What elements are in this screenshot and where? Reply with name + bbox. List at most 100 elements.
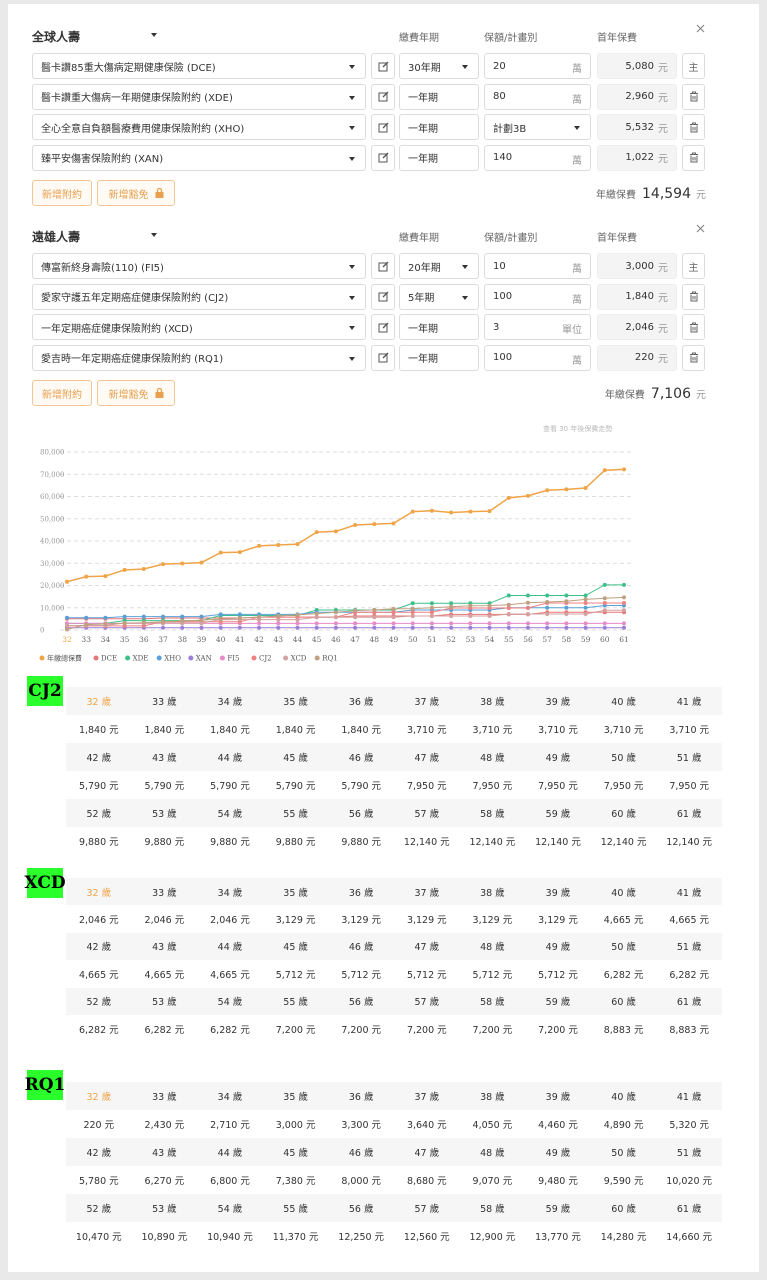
row-action[interactable] bbox=[682, 114, 705, 140]
data-point bbox=[276, 621, 281, 626]
edit-button[interactable] bbox=[371, 53, 395, 79]
dropdown-caret bbox=[349, 95, 355, 100]
row-action[interactable]: 主 bbox=[682, 253, 705, 279]
add-rider-button[interactable]: 新增附約 bbox=[32, 180, 92, 206]
term-select[interactable]: 5年期 bbox=[399, 283, 479, 310]
insurer-title[interactable]: 遠雄人壽 bbox=[32, 230, 81, 244]
data-point bbox=[429, 610, 434, 615]
premium-field: 5,080 元 bbox=[597, 53, 677, 79]
row-action[interactable] bbox=[682, 283, 705, 310]
product-select[interactable]: 愛家守護五年定期癌症健康保險附約 (CJ2) bbox=[32, 283, 366, 310]
data-point bbox=[237, 616, 242, 621]
product-select[interactable]: 醫卡讚重大傷病一年期健康保險附約 (XDE) bbox=[32, 83, 366, 110]
product-select[interactable]: 愛吉時一年定期癌症健康保險附約 (RQ1) bbox=[32, 344, 366, 371]
data-point bbox=[564, 605, 569, 610]
data-point bbox=[564, 621, 569, 626]
amount-input[interactable]: 80 萬 bbox=[484, 83, 591, 110]
term-select[interactable]: 一年期 bbox=[399, 314, 479, 340]
product-select[interactable]: 全心全意自負額醫療費用健康保險附約 (XHO) bbox=[32, 114, 366, 140]
edit-button[interactable] bbox=[371, 114, 395, 140]
premium-cell: 6,282 元 bbox=[144, 1024, 185, 1036]
age-cell: 52 歲 bbox=[86, 997, 112, 1009]
amount-unit: 萬 bbox=[572, 94, 582, 106]
premium-value: 3,000 bbox=[625, 260, 654, 272]
data-point bbox=[333, 529, 338, 534]
data-point bbox=[564, 625, 569, 630]
legend-marker bbox=[125, 655, 131, 661]
term-select[interactable]: 一年期 bbox=[399, 114, 479, 140]
premium-field: 1,840 元 bbox=[597, 283, 677, 310]
age-cell: 55 歲 bbox=[283, 1204, 308, 1215]
term-select[interactable]: 30年期 bbox=[399, 53, 479, 79]
age-cell: 40 歲 bbox=[611, 697, 636, 708]
button-text: 新增豁免 bbox=[108, 189, 149, 201]
edit-button[interactable] bbox=[371, 283, 395, 310]
premium-cell: 6,282 元 bbox=[603, 969, 644, 981]
amount-text: 10 bbox=[493, 260, 506, 272]
row-action[interactable]: 主 bbox=[682, 53, 705, 79]
premium-cell: 4,665 元 bbox=[144, 969, 185, 981]
add-waiver-button[interactable]: 新增豁免 bbox=[97, 380, 175, 406]
row-action[interactable] bbox=[682, 144, 705, 171]
term-select[interactable]: 一年期 bbox=[399, 83, 479, 110]
total-label: 年繳保費 bbox=[596, 190, 636, 201]
premium-cell: 8,000 元 bbox=[341, 1176, 382, 1187]
premium-cell: 9,070 元 bbox=[472, 1176, 513, 1187]
insurer-title[interactable]: 全球人壽 bbox=[32, 30, 81, 44]
premium-currency: 元 bbox=[658, 323, 668, 335]
edit-button[interactable] bbox=[371, 253, 395, 279]
close-button[interactable] bbox=[695, 19, 706, 33]
term-select[interactable]: 20年期 bbox=[399, 253, 479, 279]
row-action[interactable] bbox=[682, 314, 705, 340]
data-point bbox=[506, 621, 511, 626]
column-header: 繳費年期 bbox=[399, 233, 439, 244]
amount-input[interactable]: 20 萬 bbox=[484, 53, 591, 79]
amount-input[interactable]: 計劃3B bbox=[484, 114, 591, 140]
premium-cell: 5,790 元 bbox=[341, 781, 382, 792]
row-action[interactable] bbox=[682, 344, 705, 371]
data-point bbox=[333, 621, 338, 626]
data-point bbox=[506, 602, 511, 607]
amount-input[interactable]: 10 萬 bbox=[484, 253, 591, 279]
data-point bbox=[161, 625, 166, 630]
premium-cell: 7,950 元 bbox=[406, 781, 447, 792]
amount-unit: 萬 bbox=[572, 64, 582, 75]
add-waiver-button[interactable]: 新增豁免 bbox=[97, 180, 175, 206]
data-point bbox=[525, 600, 530, 605]
edit-button[interactable] bbox=[371, 314, 395, 340]
product-name: 愛家守護五年定期癌症健康保險附約 (CJ2) bbox=[41, 293, 229, 304]
legend-label: FI5 bbox=[227, 655, 239, 663]
product-select[interactable]: 一年定期癌症健康保險附約 (XCD) bbox=[32, 314, 366, 340]
data-point bbox=[583, 625, 588, 630]
row-action[interactable] bbox=[682, 83, 705, 110]
age-row-background bbox=[66, 1194, 722, 1222]
product-select[interactable]: 醫卡讚85重大傷病定期健康保險 (DCE) bbox=[32, 53, 366, 79]
data-point bbox=[65, 627, 69, 632]
data-point bbox=[141, 623, 146, 628]
premium-cell: 6,282 元 bbox=[669, 969, 710, 981]
amount-input[interactable]: 100 萬 bbox=[484, 283, 591, 310]
chart-link[interactable]: 查看 30 年後保費走勢 bbox=[543, 425, 613, 433]
close-button[interactable] bbox=[695, 219, 706, 233]
amount-input[interactable]: 100 萬 bbox=[484, 344, 591, 371]
premium-value: 1,840 bbox=[625, 291, 654, 302]
amount-input[interactable]: 3 單位 bbox=[484, 314, 591, 340]
total-unit: 元 bbox=[696, 390, 706, 401]
term-select[interactable]: 一年期 bbox=[399, 344, 479, 371]
data-point bbox=[237, 612, 242, 617]
age-cell: 47 歲 bbox=[414, 942, 440, 954]
product-select[interactable]: 傳富新終身壽險(110) (FI5) bbox=[32, 253, 366, 279]
premium-currency: 元 bbox=[658, 154, 668, 165]
add-rider-button[interactable]: 新增附約 bbox=[32, 380, 92, 406]
data-point bbox=[333, 610, 338, 615]
edit-button[interactable] bbox=[371, 344, 395, 371]
term-select[interactable]: 一年期 bbox=[399, 144, 479, 171]
y-tick-label: 80,000 bbox=[40, 449, 65, 457]
edit-button[interactable] bbox=[371, 144, 395, 171]
x-tick-label: 61 bbox=[619, 635, 629, 644]
product-select[interactable]: 臻平安傷害保險附約 (XAN) bbox=[32, 144, 366, 171]
amount-input[interactable]: 140 萬 bbox=[484, 144, 591, 171]
premium-cell: 5,790 元 bbox=[210, 781, 250, 792]
edit-button[interactable] bbox=[371, 83, 395, 110]
